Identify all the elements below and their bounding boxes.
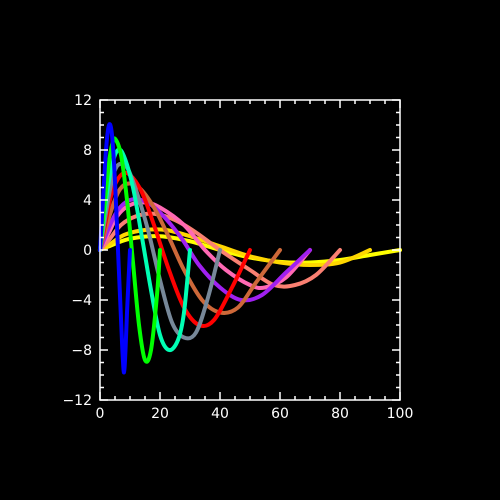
x-tick-label: 100	[387, 406, 414, 422]
tick-labels: 0 20 40 60 80 100 −12 −8 −4 0 4 8 12	[62, 93, 413, 422]
y-tick-label: 8	[83, 143, 92, 159]
y-tick-label: 4	[83, 193, 92, 209]
series-line-3	[98, 211, 342, 289]
y-tick-label: −4	[71, 293, 92, 309]
series-layer	[98, 122, 402, 375]
y-tick-label: 0	[83, 243, 92, 259]
series-line-1	[98, 234, 402, 265]
series-line-6	[98, 181, 282, 315]
x-tick-label: 80	[331, 406, 349, 422]
axis-ticks	[99, 99, 401, 401]
series-line-9	[98, 147, 192, 353]
y-tick-label: 12	[74, 93, 92, 109]
x-tick-label: 20	[151, 406, 169, 422]
x-tick-label: 40	[211, 406, 229, 422]
series-line-8	[98, 161, 222, 341]
series-line-10	[98, 136, 162, 364]
y-tick-label: −12	[62, 393, 92, 409]
x-tick-label: 0	[96, 406, 105, 422]
series-line-7	[98, 170, 252, 328]
x-tick-label: 60	[271, 406, 289, 422]
y-tick-label: −8	[71, 343, 92, 359]
